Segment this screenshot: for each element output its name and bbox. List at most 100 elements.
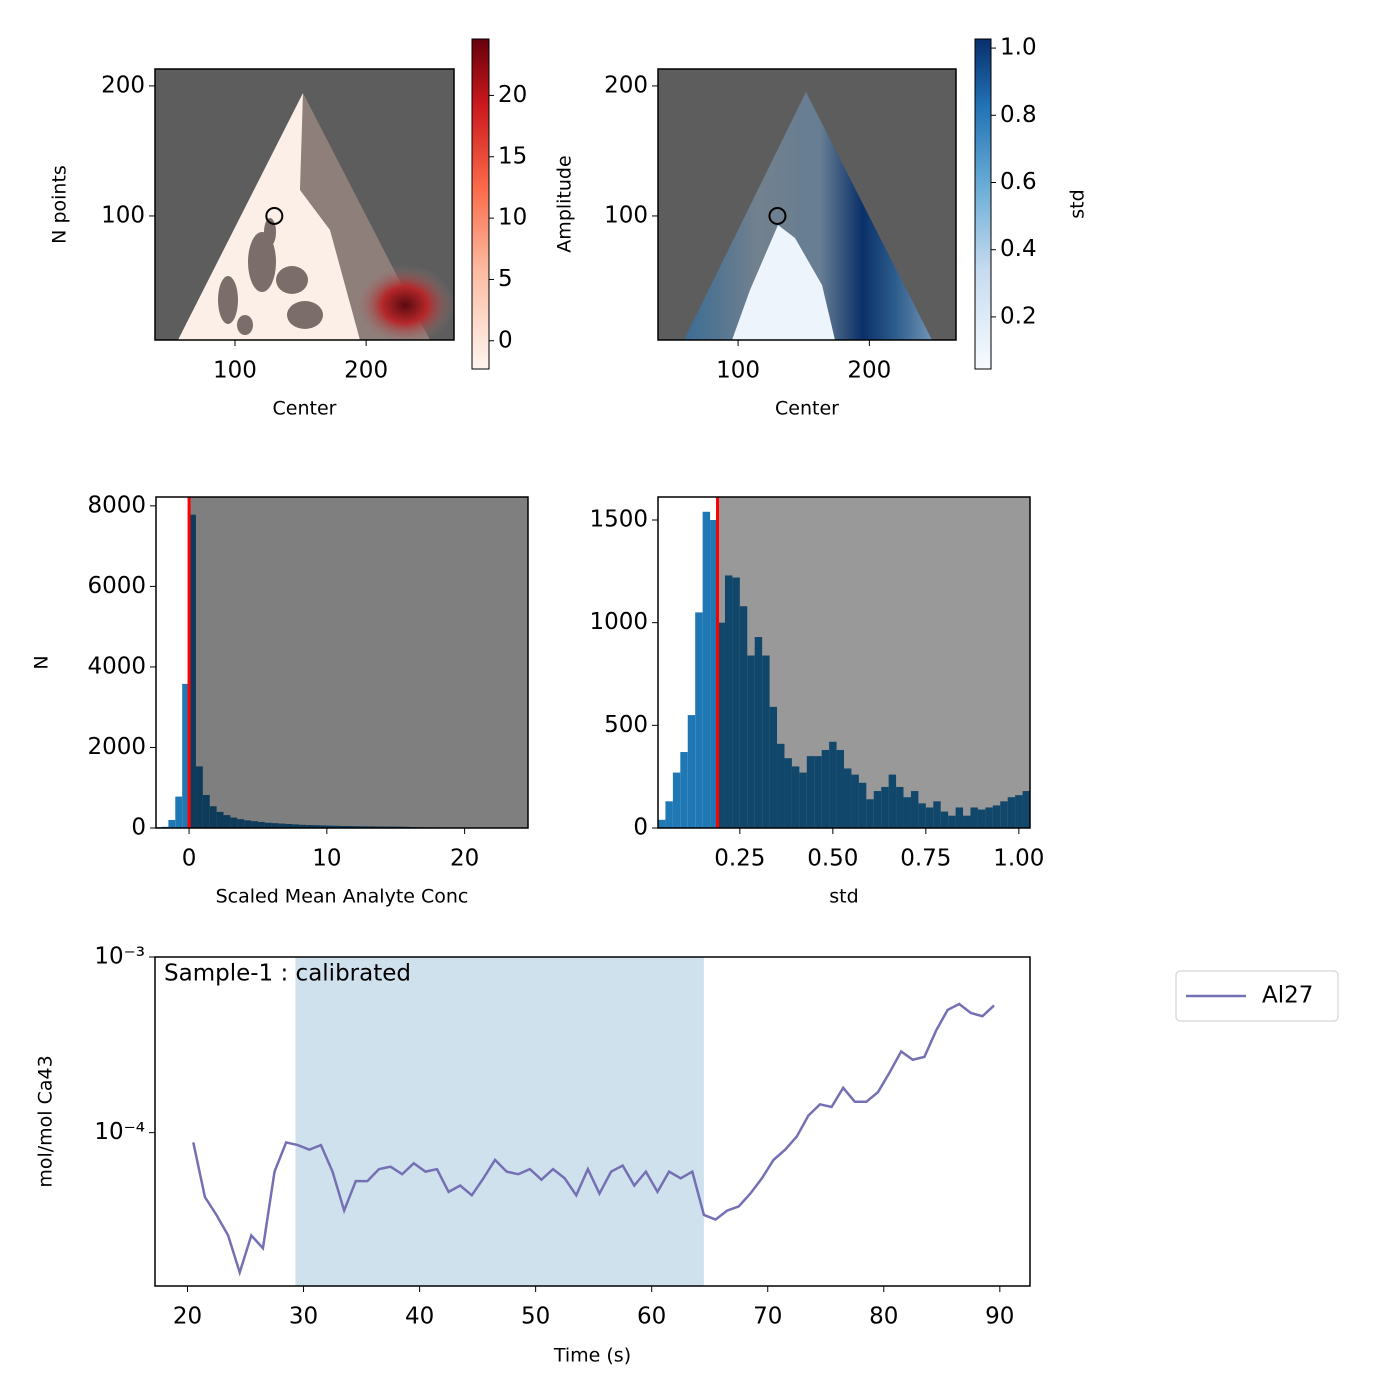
x-tick-label: 30 (289, 1304, 318, 1330)
legend-box (1175, 970, 1339, 1022)
x-tick-label: 100 (213, 358, 257, 384)
x-tick-label: 100 (716, 358, 760, 384)
x-tick-label: 10 (312, 846, 341, 872)
x-axis-label: std (829, 886, 858, 908)
excluded-region (717, 497, 1030, 828)
bar (754, 637, 763, 828)
y-axis-label: mol/mol Ca43 (35, 1055, 57, 1187)
y-tick-label: 8000 (87, 492, 146, 518)
bar (1007, 797, 1016, 828)
y-tick-label: 0 (131, 815, 146, 841)
colorbar-label: Amplitude (554, 155, 576, 252)
selected-span (295, 957, 704, 1286)
y-tick-label: 6000 (87, 573, 146, 599)
x-tick-label: 90 (985, 1304, 1014, 1330)
bar (925, 807, 934, 828)
x-tick-label: 20 (450, 846, 479, 872)
bar (672, 772, 681, 828)
bar (695, 612, 703, 828)
axes-frame (155, 496, 529, 829)
bar (717, 622, 725, 828)
x-tick-label: 0.50 (807, 846, 858, 872)
x-tick-label: 60 (637, 1304, 666, 1330)
x-tick-label: 200 (847, 358, 891, 384)
y-tick-label: 100 (101, 202, 145, 228)
bar (858, 782, 867, 828)
bar (873, 791, 882, 828)
bar (769, 706, 778, 828)
colorbar-tick-label: 0 (498, 327, 513, 353)
annotation: Sample-1 : calibrated (164, 961, 411, 987)
bar (806, 756, 815, 828)
colorbar-tick-label: 0.4 (1000, 236, 1037, 262)
bar (881, 786, 889, 828)
x-tick-label: 70 (753, 1304, 782, 1330)
bar (918, 803, 926, 828)
bar (799, 772, 807, 828)
bar (1015, 795, 1023, 828)
y-tick-label: 10⁻⁴ (94, 1119, 145, 1145)
colorbar-tick-label: 0.2 (1000, 303, 1037, 329)
colorbar-tick-label: 0.8 (1000, 102, 1037, 128)
bar (777, 743, 785, 828)
plot-area (156, 497, 528, 828)
amplitude-field (155, 69, 454, 340)
bar (910, 791, 919, 828)
x-tick-label: 50 (521, 1304, 550, 1330)
bar (739, 606, 748, 828)
bar (933, 801, 941, 828)
x-tick-label: 1.00 (993, 846, 1044, 872)
x-axis-label: Center (775, 398, 839, 420)
y-tick-label: 10⁻³ (94, 944, 145, 970)
x-axis-label: Center (273, 398, 337, 420)
bar (702, 511, 711, 828)
y-tick-label: 1500 (589, 506, 648, 532)
bar (168, 819, 176, 828)
y-axis-label: N (31, 655, 53, 669)
bar (710, 519, 718, 828)
bar (724, 575, 733, 828)
axes-frame (154, 956, 1031, 1287)
y-axis-label: N points (49, 165, 71, 244)
x-tick-label: 200 (344, 358, 388, 384)
colorbar-tick-label: 10 (498, 205, 527, 231)
x-tick-label: 0.75 (900, 846, 951, 872)
colorbar-tick-label: 0.6 (1000, 169, 1037, 195)
colorbar-tick-label: 20 (498, 82, 527, 108)
bar (732, 577, 740, 828)
x-tick-label: 0.25 (714, 846, 765, 872)
bar (851, 774, 859, 828)
legend-label: Al27 (1262, 983, 1313, 1009)
colorbar-label: std (1067, 189, 1089, 218)
bar (977, 809, 986, 828)
bar (658, 819, 666, 828)
y-tick-label: 1000 (589, 609, 648, 635)
axes-frame (154, 68, 455, 341)
marker (265, 206, 284, 225)
bar (1000, 801, 1008, 828)
colorbar (471, 38, 490, 370)
std-field (658, 69, 956, 340)
bar (175, 796, 183, 828)
bar (903, 797, 911, 828)
y-tick-label: 0 (633, 815, 648, 841)
bar (821, 749, 830, 828)
bar (762, 655, 770, 828)
bar (665, 801, 673, 828)
bar (940, 811, 949, 828)
bar (836, 749, 844, 828)
plot-area (265, 206, 284, 225)
bar (948, 815, 956, 828)
bar (784, 758, 792, 828)
y-tick-label: 200 (101, 72, 145, 98)
x-tick-label: 0 (182, 846, 197, 872)
bar (687, 715, 696, 828)
bar (985, 807, 993, 828)
y-tick-label: 200 (604, 72, 648, 98)
y-tick-label: 2000 (87, 734, 146, 760)
plot-area (768, 206, 787, 225)
bar (1022, 791, 1030, 828)
bar (844, 768, 852, 828)
colorbar-tick-label: 5 (498, 266, 513, 292)
series-line (192, 1002, 995, 1277)
